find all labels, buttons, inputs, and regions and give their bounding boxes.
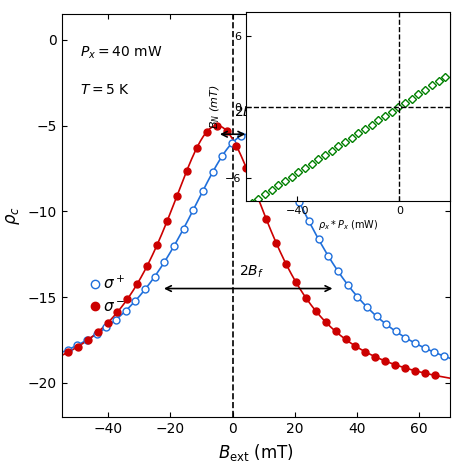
Text: $2B_N$: $2B_N$ <box>234 104 262 120</box>
X-axis label: $\rho_x * P_x$ (mW): $\rho_x * P_x$ (mW) <box>318 218 379 232</box>
Text: $P_x = 40$ mW: $P_x = 40$ mW <box>80 45 163 62</box>
Text: $2B_f$: $2B_f$ <box>239 264 264 280</box>
Text: $T = 5$ K: $T = 5$ K <box>80 83 130 97</box>
Y-axis label: $\rho_c$: $\rho_c$ <box>4 206 22 225</box>
X-axis label: $B_{\mathrm{ext}}$ (mT): $B_{\mathrm{ext}}$ (mT) <box>218 442 294 463</box>
Y-axis label: $B_N$ (mT): $B_N$ (mT) <box>209 84 222 129</box>
Legend: $\sigma^+$, $\sigma^-$: $\sigma^+$, $\sigma^-$ <box>85 269 131 321</box>
